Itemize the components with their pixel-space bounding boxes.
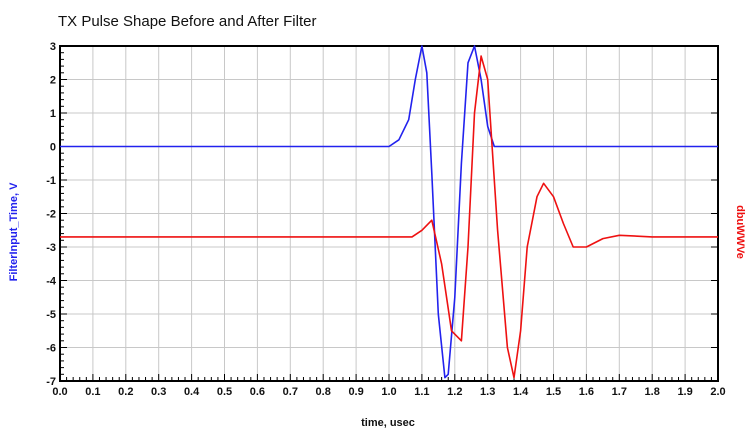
x-tick-label: 1.0 [381, 386, 396, 398]
x-tick-label: 1.4 [513, 386, 529, 398]
x-tick-label: 1.1 [414, 386, 429, 398]
y-tick-label: -6 [46, 343, 56, 355]
y-axis-label-left: FilterInput_Time, V [8, 182, 20, 281]
y-tick-label: -5 [46, 309, 56, 321]
y-tick-labels: 3 2 1 0 -1 -2 -3 -4 -5 -6 -7 [46, 41, 57, 388]
x-tick-label: 0.2 [118, 386, 133, 398]
y-tick-label: 0 [50, 142, 56, 154]
chart-title: TX Pulse Shape Before and After Filter [58, 13, 316, 30]
x-tick-label: 1.7 [612, 386, 627, 398]
series-line-2 [60, 55, 718, 379]
x-tick-label: 0.8 [316, 386, 331, 398]
x-tick-labels: 0.0 0.1 0.2 0.3 0.4 0.5 0.6 0.7 0.8 0.9 1.0 1.1 1.2 1… [52, 386, 725, 398]
y-tick-label: -2 [46, 209, 56, 221]
y-tick-label: 3 [50, 41, 56, 53]
y-tick-label: 1 [50, 108, 56, 120]
x-tick-label: 0.7 [283, 386, 298, 398]
y-tick-label: -4 [46, 276, 57, 288]
x-axis-label: time, usec [361, 417, 415, 429]
x-tick-label: 0.1 [85, 386, 100, 398]
x-tick-label: 1.2 [447, 386, 462, 398]
series-layer [60, 45, 718, 379]
x-tick-label: 0.9 [348, 386, 363, 398]
x-tick-label: 1.8 [645, 386, 660, 398]
x-tick-label: 0.5 [217, 386, 232, 398]
x-tick-label: 0.6 [250, 386, 265, 398]
x-tick-label: 2.0 [710, 386, 725, 398]
x-tick-label: 1.6 [579, 386, 594, 398]
x-tick-label: 1.9 [677, 386, 692, 398]
x-tick-label: 1.5 [546, 386, 561, 398]
series-line-1 [60, 45, 718, 379]
grid-lines [60, 46, 718, 381]
y-tick-label: -3 [46, 242, 56, 254]
y-axis-label-right: dbuWWVe [734, 205, 746, 259]
x-tick-label: 0.4 [184, 386, 200, 398]
plot-area [59, 45, 719, 382]
y-tick-label: -7 [46, 376, 56, 388]
y-tick-label: -1 [46, 175, 56, 187]
x-tick-label: 0.0 [52, 386, 67, 398]
x-tick-label: 1.3 [480, 386, 495, 398]
x-tick-label: 0.3 [151, 386, 166, 398]
y-tick-label: 2 [50, 75, 56, 87]
